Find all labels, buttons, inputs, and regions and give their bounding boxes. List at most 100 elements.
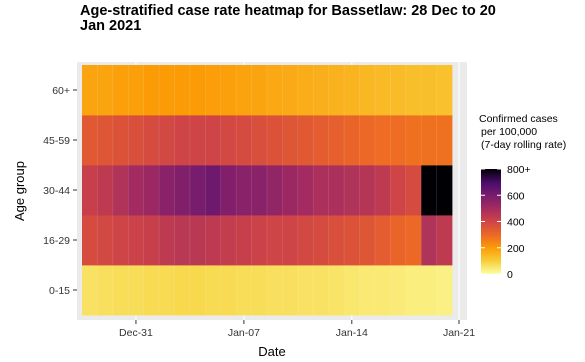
heatmap-cell bbox=[267, 215, 283, 266]
heatmap-cell bbox=[405, 115, 422, 166]
heatmap-cell bbox=[159, 115, 175, 166]
heatmap-cell bbox=[220, 265, 237, 316]
y-axis: 0-15 16-29 30-44 45-59 60+ bbox=[43, 85, 77, 297]
heatmap-cell bbox=[82, 115, 98, 166]
heatmap-cell bbox=[97, 115, 114, 166]
heatmap-cell bbox=[236, 165, 252, 216]
y-axis-title: Age group bbox=[12, 161, 27, 221]
heatmap-cell bbox=[313, 165, 330, 216]
heatmap-cell bbox=[344, 165, 360, 216]
heatmap-cell bbox=[82, 165, 98, 216]
heatmap-cell bbox=[421, 165, 437, 216]
heatmap-cell bbox=[344, 65, 360, 116]
y-tick-label: 30-44 bbox=[43, 185, 70, 197]
heatmap-cell bbox=[251, 65, 268, 116]
heatmap-cell bbox=[282, 115, 299, 166]
heatmap-cell bbox=[313, 215, 330, 266]
heatmap-cell bbox=[374, 65, 391, 116]
heatmap-cell bbox=[251, 215, 268, 266]
heatmap-cell bbox=[205, 215, 222, 266]
heatmap-cell bbox=[421, 65, 437, 116]
legend-title-line-2: per 100,000 bbox=[481, 126, 537, 138]
x-tick-label: Dec-31 bbox=[119, 327, 153, 339]
legend-colorbar bbox=[481, 169, 501, 274]
heatmap-cell bbox=[436, 265, 453, 316]
heatmap-cell bbox=[328, 215, 345, 266]
heatmap-cell bbox=[282, 165, 299, 216]
x-tick-label: Jan-21 bbox=[443, 327, 475, 339]
heatmap-cell bbox=[344, 215, 360, 266]
heatmap-cell bbox=[189, 165, 206, 216]
heatmap-cell bbox=[390, 65, 407, 116]
legend-title-line-3: (7-day rolling rate) bbox=[481, 139, 566, 151]
heatmap-cell bbox=[97, 215, 114, 266]
heatmap-cell bbox=[344, 115, 360, 166]
heatmap-cell bbox=[128, 65, 145, 116]
heatmap-cell bbox=[390, 265, 407, 316]
heatmap-cell bbox=[112, 265, 129, 316]
heatmap-cell bbox=[189, 215, 206, 266]
heatmap-cell bbox=[236, 115, 252, 166]
heatmap-cell bbox=[297, 65, 314, 116]
heatmap-cell bbox=[143, 215, 160, 266]
heatmap-cell bbox=[220, 115, 237, 166]
heatmap-cell bbox=[297, 115, 314, 166]
y-tick-label: 60+ bbox=[52, 85, 70, 97]
heatmap-cell bbox=[82, 65, 98, 116]
heatmap-cell bbox=[97, 165, 114, 216]
heatmap-cell bbox=[421, 265, 437, 316]
heatmap-cell bbox=[205, 115, 222, 166]
heatmap-cell bbox=[267, 165, 283, 216]
legend-tick-label: 800+ bbox=[507, 164, 531, 176]
heatmap-cell bbox=[205, 165, 222, 216]
heatmap-cell bbox=[328, 115, 345, 166]
heatmap-cell bbox=[112, 215, 129, 266]
heatmap-cell bbox=[251, 115, 268, 166]
legend-tick-label: 200 bbox=[507, 243, 525, 255]
heatmap-cell bbox=[143, 115, 160, 166]
heatmap-cell bbox=[359, 165, 376, 216]
heatmap-cell bbox=[159, 215, 175, 266]
heatmap-cell bbox=[297, 215, 314, 266]
heatmap-cell bbox=[143, 165, 160, 216]
heatmap-cell bbox=[220, 65, 237, 116]
legend-title-line-1: Confirmed cases bbox=[479, 113, 558, 125]
heatmap-cell bbox=[236, 265, 252, 316]
heatmap-cell bbox=[359, 215, 376, 266]
heatmap-cell bbox=[405, 265, 422, 316]
chart-title: Age-stratified case rate heatmap for Bas… bbox=[80, 3, 496, 34]
heatmap-cell bbox=[374, 115, 391, 166]
heatmap-cell bbox=[236, 215, 252, 266]
heatmap-cell bbox=[374, 265, 391, 316]
heatmap-cell bbox=[436, 65, 453, 116]
heatmap-cell bbox=[143, 65, 160, 116]
y-tick-label: 16-29 bbox=[43, 235, 70, 247]
heatmap-cell bbox=[82, 215, 98, 266]
heatmap-cell bbox=[344, 265, 360, 316]
heatmap-cell bbox=[313, 115, 330, 166]
heatmap-cell bbox=[174, 265, 191, 316]
heatmap-cell bbox=[159, 265, 175, 316]
heatmap-cell bbox=[374, 215, 391, 266]
heatmap-cell bbox=[174, 115, 191, 166]
heatmap-cell bbox=[282, 265, 299, 316]
heatmap-cell bbox=[359, 115, 376, 166]
heatmap-cell bbox=[128, 265, 145, 316]
heatmap-cell bbox=[143, 265, 160, 316]
heatmap-cell bbox=[405, 65, 422, 116]
y-tick-label: 0-15 bbox=[49, 285, 70, 297]
heatmap-cell bbox=[174, 65, 191, 116]
heatmap-cell bbox=[97, 265, 114, 316]
heatmap-cell bbox=[297, 165, 314, 216]
x-axis-title: Date bbox=[258, 344, 285, 359]
heatmap-cell bbox=[128, 215, 145, 266]
heatmap-cell bbox=[128, 115, 145, 166]
legend-tick-label: 0 bbox=[507, 269, 513, 281]
heatmap-cell bbox=[128, 165, 145, 216]
heatmap-cell bbox=[112, 115, 129, 166]
heatmap-cell bbox=[189, 265, 206, 316]
heatmap-cell bbox=[328, 165, 345, 216]
heatmap-cell bbox=[405, 215, 422, 266]
y-tick-label: 45-59 bbox=[43, 135, 70, 147]
